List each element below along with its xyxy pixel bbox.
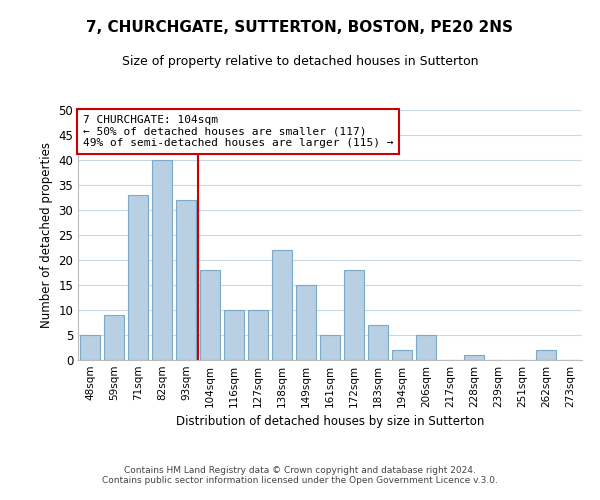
- Bar: [176, 200, 196, 360]
- X-axis label: Distribution of detached houses by size in Sutterton: Distribution of detached houses by size …: [176, 416, 484, 428]
- Text: Contains HM Land Registry data © Crown copyright and database right 2024.
Contai: Contains HM Land Registry data © Crown c…: [102, 466, 498, 485]
- Bar: [296, 285, 316, 360]
- Bar: [320, 335, 340, 360]
- Bar: [152, 160, 172, 360]
- Bar: [248, 310, 268, 360]
- Text: Size of property relative to detached houses in Sutterton: Size of property relative to detached ho…: [122, 55, 478, 68]
- Bar: [224, 310, 244, 360]
- Bar: [272, 250, 292, 360]
- Y-axis label: Number of detached properties: Number of detached properties: [40, 142, 53, 328]
- Bar: [416, 335, 436, 360]
- Bar: [80, 335, 100, 360]
- Text: 7 CHURCHGATE: 104sqm
← 50% of detached houses are smaller (117)
49% of semi-deta: 7 CHURCHGATE: 104sqm ← 50% of detached h…: [83, 115, 394, 148]
- Bar: [536, 350, 556, 360]
- Bar: [344, 270, 364, 360]
- Text: 7, CHURCHGATE, SUTTERTON, BOSTON, PE20 2NS: 7, CHURCHGATE, SUTTERTON, BOSTON, PE20 2…: [86, 20, 514, 35]
- Bar: [104, 315, 124, 360]
- Bar: [464, 355, 484, 360]
- Bar: [368, 325, 388, 360]
- Bar: [392, 350, 412, 360]
- Bar: [128, 195, 148, 360]
- Bar: [200, 270, 220, 360]
